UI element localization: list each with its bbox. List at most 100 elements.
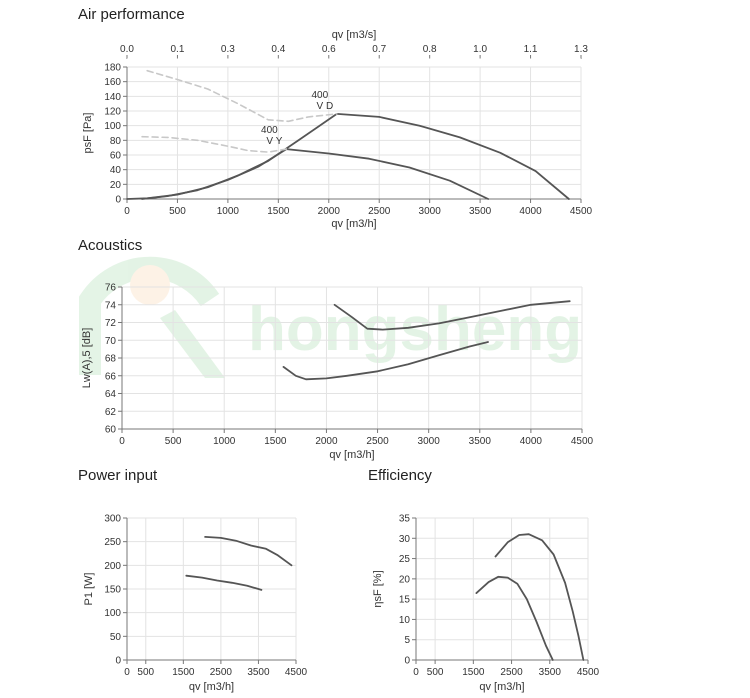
chart-acoustics: 0 500 1000 1500 2000 2500 3000 3500 4000 4500 60 62…: [81, 283, 594, 462]
logo-arc-icon: [79, 256, 220, 375]
y-tick-label: 10: [399, 615, 411, 626]
chart-power: 0 500 1500 2500 3500 4500 0 50 100 150 200 250 300 qv…: [83, 514, 308, 694]
y-tick-label: 72: [105, 318, 117, 329]
x-tick-label: 2500: [368, 206, 391, 217]
y-tick-label: 76: [105, 283, 117, 294]
y-tick-label: 150: [104, 585, 121, 596]
y-tick-label: 0: [404, 656, 410, 667]
x-tick-label: 500: [169, 206, 186, 217]
x-axis-label: qv [m3/h]: [329, 449, 374, 461]
x-tick-label: 1500: [267, 206, 290, 217]
x-tick-label: 1500: [172, 667, 195, 678]
logo-leg-icon: [160, 310, 225, 378]
x-tick-label: 0: [124, 667, 130, 678]
x-tick-label: 500: [165, 436, 182, 447]
x-tick-label: 1000: [217, 206, 240, 217]
series-label-1: 400 V D: [312, 90, 334, 112]
y-tick-label: 64: [105, 389, 117, 400]
chart-air: 0 500 1000 1500 2000 2500 3000 3500 4000 4500 0 20 4…: [82, 29, 593, 230]
x2-tick-label: 0.8: [423, 44, 437, 55]
x-tick-label: 3500: [469, 436, 492, 447]
x-tick-label: 500: [137, 667, 154, 678]
y-axis-label: Lw(A),5 [dB]: [81, 328, 93, 389]
x-tick-label: 500: [427, 667, 444, 678]
x2-tick-label: 1.3: [574, 44, 588, 55]
x-tick-label: 3000: [418, 436, 441, 447]
y-tick-label: 66: [105, 371, 117, 382]
y-tick-label: 60: [110, 151, 122, 162]
x-tick-label: 4500: [577, 667, 600, 678]
chart-efficiency: 0 500 1500 2500 3500 4500 0 5 10 15 20 25 30 35 qv [m3…: [372, 514, 600, 694]
y-tick-label: 35: [399, 514, 411, 525]
y-axis-label: P1 [W]: [83, 572, 95, 605]
title-acoustics: Acoustics: [78, 237, 143, 254]
x-axis-label: qv [m3/h]: [479, 681, 524, 693]
y-axis-label: psF [Pa]: [82, 113, 94, 154]
y-tick-label: 140: [104, 92, 121, 103]
x2-tick-label: 0.1: [170, 44, 184, 55]
y-tick-label: 62: [105, 407, 117, 418]
x-tick-label: 4500: [570, 206, 593, 217]
y-tick-label: 15: [399, 595, 411, 606]
x2-axis-label: qv [m3/s]: [332, 29, 377, 41]
series-line-3: [146, 69, 338, 123]
series-line-2: [282, 341, 489, 381]
y-axis-label: ηsF [%]: [372, 570, 384, 607]
series-line-2: [475, 575, 554, 661]
y-tick-label: 200: [104, 561, 121, 572]
x-tick-label: 2500: [500, 667, 523, 678]
x-tick-label: 4500: [571, 436, 594, 447]
x-tick-label: 2000: [318, 206, 341, 217]
series-line-2: [185, 574, 263, 591]
x2-tick-label: 0.3: [221, 44, 235, 55]
series-line-1: [494, 533, 585, 661]
x-tick-label: 2500: [366, 436, 389, 447]
x-tick-label: 3500: [247, 667, 270, 678]
logo-sun-icon: [130, 265, 170, 305]
title-efficiency: Efficiency: [368, 467, 432, 484]
x2-tick-label: 1.0: [473, 44, 487, 55]
x-tick-label: 4000: [519, 206, 542, 217]
x-tick-label: 3500: [469, 206, 492, 217]
x2-tick-label: 0.6: [322, 44, 336, 55]
x-tick-label: 1500: [264, 436, 287, 447]
y-tick-label: 74: [105, 300, 117, 311]
x2-tick-label: 0.0: [120, 44, 134, 55]
y-tick-label: 0: [115, 195, 121, 206]
x-tick-label: 4000: [520, 436, 543, 447]
y-tick-label: 100: [104, 608, 121, 619]
title-power-input: Power input: [78, 467, 158, 484]
hongsheng-watermark: hongsheng: [79, 256, 582, 378]
y-tick-label: 120: [104, 107, 121, 118]
x2-tick-label: 0.4: [271, 44, 285, 55]
x-tick-label: 3500: [539, 667, 562, 678]
x-axis-label: qv [m3/h]: [331, 218, 376, 230]
y-tick-label: 68: [105, 354, 117, 365]
y-tick-label: 40: [110, 165, 122, 176]
x2-tick-label: 0.7: [372, 44, 386, 55]
y-tick-label: 70: [105, 336, 117, 347]
series-line-4: [141, 135, 288, 153]
y-tick-label: 5: [404, 635, 410, 646]
x-tick-label: 1500: [462, 667, 485, 678]
series-line-1: [333, 300, 571, 331]
x-tick-label: 2000: [315, 436, 338, 447]
y-tick-label: 180: [104, 63, 121, 74]
x2-tick-label: 1.1: [524, 44, 538, 55]
x-tick-label: 2500: [210, 667, 233, 678]
x-tick-label: 3000: [419, 206, 442, 217]
y-tick-label: 0: [115, 656, 121, 667]
y-tick-label: 30: [399, 534, 411, 545]
x-tick-label: 4500: [285, 667, 308, 678]
x-tick-label: 0: [413, 667, 419, 678]
title-air-performance: Air performance: [78, 6, 185, 23]
y-tick-label: 80: [110, 136, 122, 147]
y-tick-label: 20: [399, 574, 411, 585]
y-tick-label: 100: [104, 121, 121, 132]
y-tick-label: 25: [399, 554, 411, 565]
x-tick-label: 0: [124, 206, 130, 217]
series-line-1: [204, 536, 293, 567]
y-tick-label: 20: [110, 180, 122, 191]
series-label-2: 400 V Y: [261, 125, 283, 147]
